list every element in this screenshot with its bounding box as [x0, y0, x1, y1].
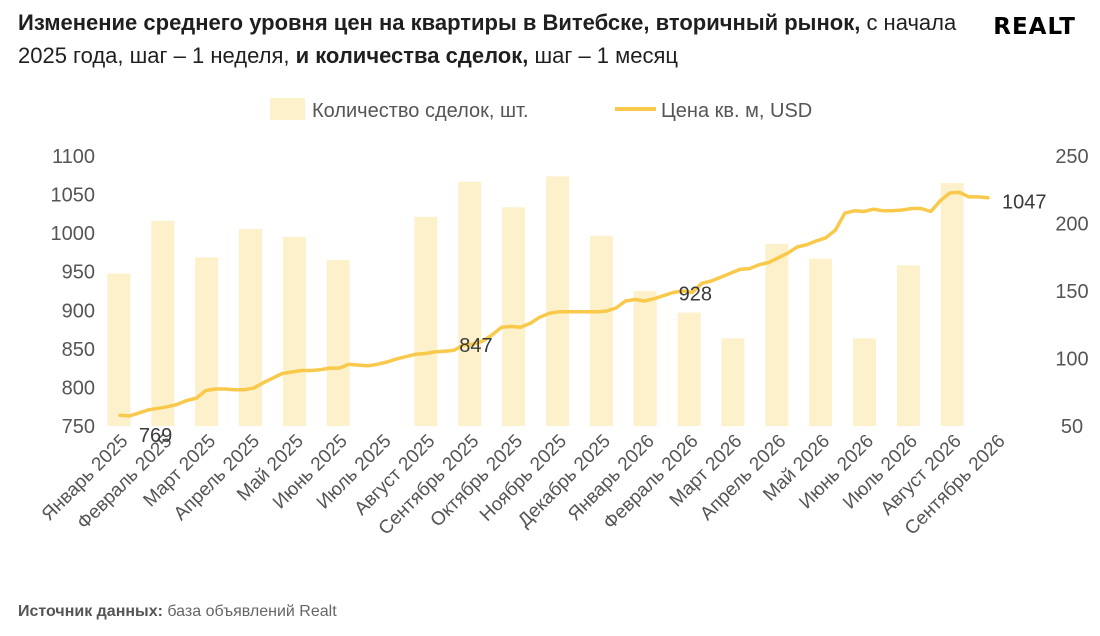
bar [633, 291, 657, 426]
bar [239, 228, 262, 426]
bar [896, 265, 920, 426]
title-normal-2: шаг – 1 месяц [528, 43, 679, 68]
bar [721, 338, 745, 427]
left-tick-label: 800 [62, 377, 95, 399]
right-tick-label: 100 [1055, 349, 1088, 371]
point-label: 928 [679, 284, 712, 306]
source-note: Источник данных: база объявлений Realt [18, 603, 337, 621]
bars-layer [107, 176, 964, 427]
left-tick-label: 750 [62, 416, 95, 438]
left-tick-label: 1000 [51, 223, 96, 245]
chart-title: Изменение среднего уровня цен на квартир… [18, 6, 958, 72]
title-bold-1: Изменение среднего уровня цен на квартир… [18, 10, 861, 35]
point-label: 847 [459, 335, 492, 357]
title-normal-1: с начала 2025 года, шаг – 1 неделя, [18, 10, 957, 68]
legend-bar-label: Количество сделок, шт. [312, 100, 529, 122]
left-tick-label: 1100 [52, 146, 95, 168]
left-axis: 750 800 850 900 950 1000 1050 1100 [51, 146, 96, 438]
bar [151, 220, 175, 426]
source-label: Источник данных: [18, 603, 163, 620]
right-tick-label: 200 [1055, 214, 1088, 236]
legend: Количество сделок, шт. Цена кв. м, USD [270, 98, 812, 122]
bar [458, 181, 482, 426]
point-label: 1047 [1002, 192, 1047, 214]
right-tick-label: 50 [1061, 416, 1083, 438]
realt-logo: REALT [993, 14, 1076, 40]
bar [940, 183, 964, 426]
bar [282, 237, 306, 426]
bar [853, 338, 876, 427]
bar [677, 312, 701, 426]
bar [765, 243, 789, 427]
legend-line-label: Цена кв. м, USD [661, 100, 812, 122]
point-labels: 769 847 928 1047 [139, 192, 1047, 447]
bar [809, 258, 833, 426]
right-axis: 50 100 150 200 250 [1055, 146, 1088, 438]
right-tick-label: 150 [1055, 281, 1088, 303]
left-tick-label: 850 [62, 339, 95, 361]
left-tick-label: 1050 [51, 185, 96, 207]
price-line [118, 190, 990, 418]
combo-chart: Количество сделок, шт. Цена кв. м, USD 7… [38, 98, 1089, 540]
right-tick-label: 250 [1055, 146, 1088, 168]
left-tick-label: 950 [62, 262, 95, 284]
bar [195, 257, 219, 427]
bar [326, 259, 350, 426]
bar [589, 235, 613, 426]
bar [546, 176, 569, 427]
source-text: база объявлений Realt [162, 603, 337, 620]
bar [107, 273, 131, 426]
point-label: 769 [139, 425, 172, 447]
left-tick-label: 900 [62, 300, 95, 322]
line-layer [118, 190, 990, 418]
title-bold-2: и количества сделок, [295, 43, 529, 68]
bar [502, 207, 526, 426]
legend-bar-swatch [270, 98, 305, 120]
bar [414, 216, 438, 427]
